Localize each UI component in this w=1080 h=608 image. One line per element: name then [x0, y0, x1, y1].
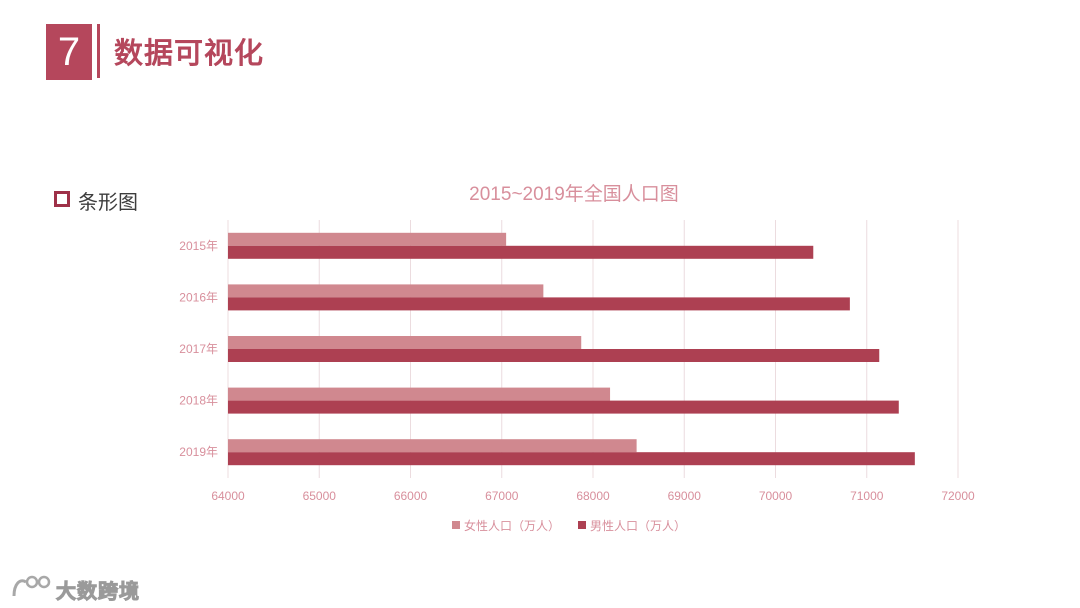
x-tick-label: 67000 — [485, 489, 519, 503]
male-bar-1 — [228, 245, 814, 259]
female-bar-4 — [228, 387, 611, 401]
y-axis-labels: 2015年 2016年 2017年 2018年 2019年 — [179, 239, 218, 459]
x-tick-label: 71000 — [850, 489, 884, 503]
female-bar-5 — [228, 439, 637, 453]
x-tick-label: 70000 — [759, 489, 793, 503]
female-bar-1 — [228, 232, 507, 246]
y-tick-label: 2016年 — [179, 290, 218, 304]
section-number: 7 — [46, 24, 92, 80]
watermark-logo-icon — [12, 575, 51, 597]
male-bar-2 — [228, 297, 850, 311]
x-tick-label: 66000 — [394, 489, 428, 503]
x-tick-label: 65000 — [303, 489, 337, 503]
legend-swatch — [452, 521, 460, 529]
y-tick-label: 2018年 — [179, 394, 218, 408]
legend-label: 男性人口（万人） — [590, 519, 686, 533]
male-bar-5 — [228, 452, 915, 466]
square-bullet-icon — [54, 191, 70, 207]
female-bar-3 — [228, 336, 582, 349]
x-tick-label: 68000 — [576, 489, 610, 503]
legend: 女性人口（万人） 男性人口（万人） — [452, 518, 686, 533]
female-bar-2 — [228, 284, 544, 298]
watermark-text: 大数跨境 — [56, 579, 140, 604]
title-divider — [97, 24, 100, 78]
section-label: 条形图 — [78, 190, 138, 214]
legend-swatch — [578, 521, 586, 529]
chart-title: 2015~2019年全国人口图 — [469, 183, 679, 205]
x-axis-ticks: 64000 65000 66000 67000 68000 69000 70000 71000… — [211, 489, 975, 503]
y-tick-label: 2015年 — [179, 239, 218, 253]
male-bar-3 — [228, 349, 880, 362]
male-bar-4 — [228, 400, 899, 414]
x-tick-label: 64000 — [211, 489, 245, 503]
y-tick-label: 2019年 — [179, 445, 218, 459]
legend-label: 女性人口（万人） — [464, 518, 560, 533]
page-title: 数据可视化 — [114, 36, 265, 70]
bars — [228, 232, 915, 466]
x-tick-label: 72000 — [941, 489, 975, 503]
y-tick-label: 2017年 — [179, 342, 218, 356]
x-tick-label: 69000 — [668, 489, 702, 503]
